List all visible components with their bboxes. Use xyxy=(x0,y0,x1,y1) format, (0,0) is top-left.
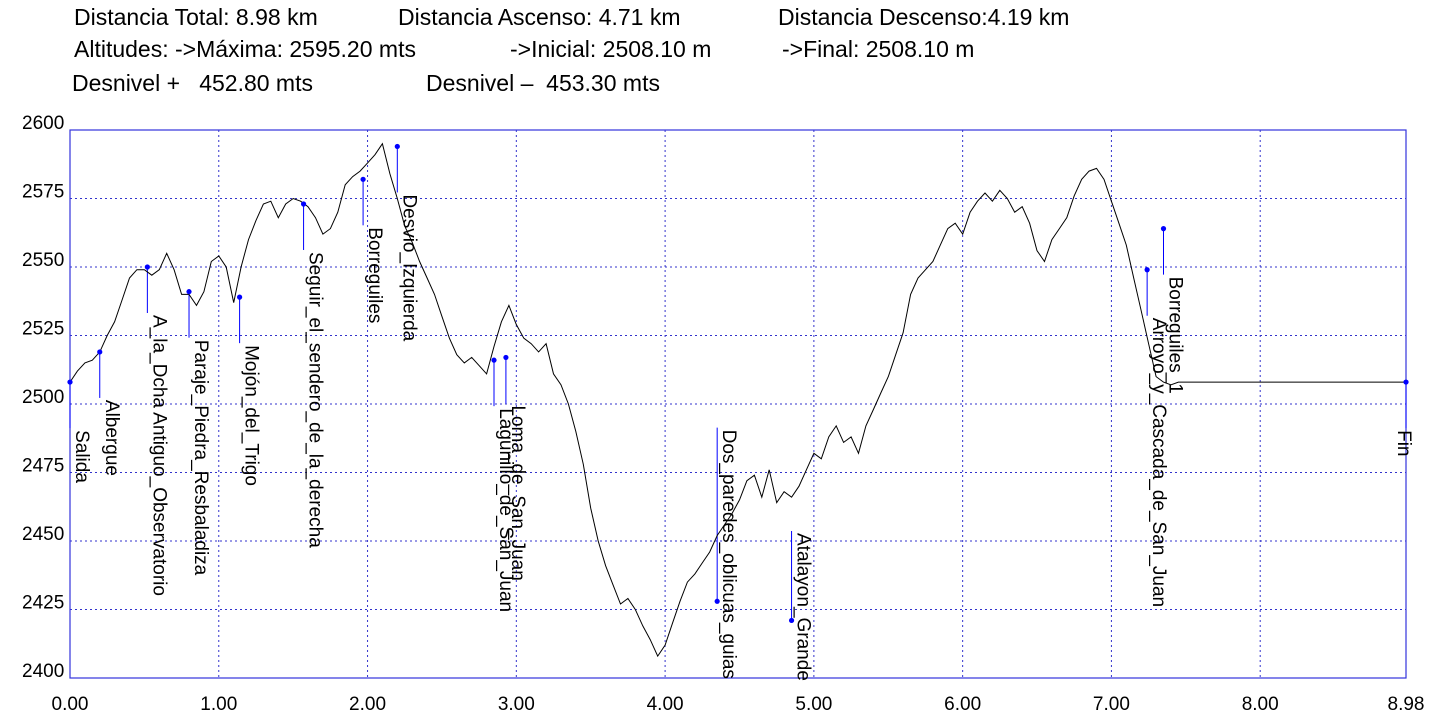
x-tick-label: 8.00 xyxy=(1242,694,1279,715)
x-tick-label: 2.00 xyxy=(349,694,386,715)
axis-ticks: 0.00 1.00 2.00 3.00 4.00 5.00 6.00 7.00 8.00 8.98… xyxy=(22,113,1424,715)
waypoint-label: Atalayon_Grande xyxy=(793,533,814,681)
max-altitude-text: Altitudes: ->Máxima: 2595.20 mts xyxy=(74,36,416,62)
x-tick-label: 8.98 xyxy=(1388,694,1425,715)
waypoint-marker xyxy=(360,176,366,182)
waypoint-marker xyxy=(300,201,307,207)
elevation-gain-text: Desnivel + 452.80 mts xyxy=(72,70,313,96)
y-tick-label: 2550 xyxy=(22,250,64,271)
waypoint-label: Fin xyxy=(1393,430,1414,456)
waypoint-marker xyxy=(237,294,243,300)
waypoint-marker xyxy=(1403,379,1409,385)
x-tick-label: 0.00 xyxy=(52,694,89,715)
waypoint-label: Borreguiles_1 xyxy=(1165,277,1186,394)
waypoint-markers xyxy=(67,143,1409,624)
x-tick-label: 5.00 xyxy=(795,694,832,715)
final-altitude-text: ->Final: 2508.10 m xyxy=(782,36,975,62)
waypoint-marker xyxy=(144,264,150,270)
waypoint-labels: Salida Albergue A_la_Dcha Antiguo_Observat… xyxy=(71,194,1414,680)
y-tick-label: 2425 xyxy=(22,593,64,614)
y-tick-label: 2500 xyxy=(22,387,64,408)
waypoint-label: Borreguiles xyxy=(364,227,385,323)
ascent-distance-text: Distancia Ascenso: 4.71 km xyxy=(398,4,681,30)
y-tick-label: 2600 xyxy=(22,113,64,134)
elevation-profile-line xyxy=(69,142,1406,658)
waypoint-marker xyxy=(186,289,192,295)
grid-lines xyxy=(70,130,1406,678)
waypoint-marker xyxy=(394,143,400,150)
waypoint-label: Albergue xyxy=(101,400,122,476)
waypoint-marker xyxy=(67,379,73,385)
waypoint-marker xyxy=(503,354,509,361)
waypoint-label: Paraje_Piedra_Resbaladiza xyxy=(190,340,211,576)
total-distance-text: Distancia Total: 8.98 km xyxy=(74,4,318,30)
x-tick-label: 3.00 xyxy=(498,694,535,715)
y-tick-label: 2450 xyxy=(22,524,64,545)
waypoint-marker xyxy=(1160,226,1167,232)
waypoint-marker xyxy=(1144,267,1150,273)
y-tick-label: 2525 xyxy=(22,319,64,340)
x-tick-label: 4.00 xyxy=(647,694,684,715)
x-tick-label: 1.00 xyxy=(200,694,237,715)
y-tick-label: 2400 xyxy=(22,661,64,682)
waypoint-marker xyxy=(491,357,497,363)
waypoint-marker xyxy=(788,617,795,624)
waypoint-label: Salida xyxy=(71,430,92,483)
x-tick-label: 6.00 xyxy=(944,694,981,715)
waypoint-marker xyxy=(97,349,103,355)
waypoint-label: Arroyo_y_Cascada_de_San_Juan xyxy=(1148,318,1169,607)
y-tick-label: 2475 xyxy=(22,456,64,477)
waypoint-label: Lagunillo_de_San_Juan xyxy=(495,408,516,612)
waypoint-label: Seguir_el_sendero_de_la_derecha xyxy=(305,252,326,548)
waypoint-label: Dos_paredes_oblicuas_guias xyxy=(718,430,739,679)
initial-altitude-text: ->Inicial: 2508.10 m xyxy=(510,36,712,62)
y-tick-label: 2575 xyxy=(22,182,64,203)
elevation-loss-text: Desnivel – 453.30 mts xyxy=(426,70,660,96)
waypoint-label: A_la_Dcha Antiguo_Observatorio xyxy=(148,315,169,596)
waypoint-label: Loma_de_San_Juan xyxy=(507,405,528,580)
waypoint-marker xyxy=(714,598,720,604)
waypoint-leaders xyxy=(69,146,1407,621)
waypoint-label: Mojón_del_Trigo xyxy=(241,345,262,486)
waypoint-label: Desvio_Izquierda xyxy=(398,194,419,341)
descent-distance-text: Distancia Descenso:4.19 km xyxy=(778,4,1070,30)
x-tick-label: 7.00 xyxy=(1093,694,1130,715)
